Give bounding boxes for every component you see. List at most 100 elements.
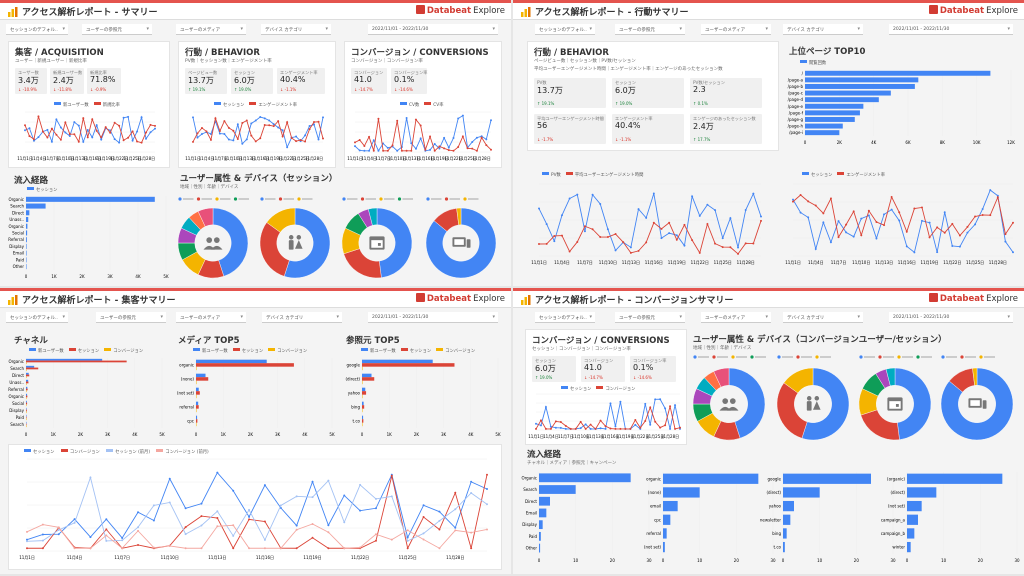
top10-bar-chart: 0 2K 4K 6K 8K 10K 12K //page-a/page-b/page-c/pa… [788, 70, 1015, 145]
filter-medium-dropdown[interactable]: ユーザーのメディア [176, 24, 246, 35]
data-point [200, 515, 203, 518]
x-tick-label: 4K [132, 432, 138, 437]
data-point [131, 139, 134, 142]
device-donut-chart [425, 197, 497, 279]
media-legend: 新ユーザー数 セッション コンバージョン [188, 348, 307, 354]
x-tick-label: 0 [361, 432, 364, 437]
data-point [471, 140, 474, 143]
data-point [544, 427, 547, 430]
bar [362, 366, 363, 371]
category-label: email [650, 504, 661, 509]
legend-label-placeholder [220, 198, 231, 200]
data-point [236, 137, 239, 140]
data-point [452, 137, 455, 140]
data-point [149, 131, 152, 134]
conversion-card: コンバージョン / CONVERSIONS コンバージョン｜コンバージョン率 コ… [344, 41, 502, 168]
x-tick-label: 11月7日 [831, 260, 847, 265]
data-point [829, 197, 832, 200]
data-point [82, 140, 85, 143]
data-point [232, 524, 235, 527]
data-point [981, 207, 984, 210]
legend-label-placeholder [384, 198, 395, 200]
data-point [248, 518, 251, 521]
data-point [691, 195, 694, 198]
data-point [480, 136, 483, 139]
filter-source-dropdown[interactable]: ユーザーの参照元 [615, 24, 685, 35]
data-point [137, 526, 140, 529]
filter-device-dropdown[interactable]: デバイス カテゴリ [261, 24, 331, 35]
x-tick-label: 11月13日 [402, 156, 420, 161]
filter-medium-dropdown[interactable]: ユーザーのメディア [176, 312, 246, 323]
bar [196, 359, 267, 364]
bar [26, 416, 27, 419]
data-point [127, 115, 130, 118]
date-range-picker[interactable]: 2022/11/01 - 2022/11/30 [889, 312, 1013, 323]
bar [663, 500, 678, 512]
data-point [419, 124, 422, 127]
donut-slice [283, 207, 331, 279]
filter-device-dropdown[interactable]: デバイス カテゴリ [262, 312, 342, 323]
filter-source-dropdown[interactable]: ユーザーの参照元 [96, 312, 166, 323]
data-point [372, 149, 375, 152]
demographics-sub: 地域｜性別｜年齢｜デバイス [180, 185, 239, 190]
data-point [263, 124, 266, 127]
legend-dot [693, 355, 697, 359]
x-tick-label: 2K [837, 140, 843, 145]
data-point [32, 138, 35, 141]
filter-device-dropdown[interactable]: デバイス カテゴリ [783, 312, 863, 323]
filter-source-dropdown[interactable]: ユーザーの参照元 [82, 24, 152, 35]
filter-device-dropdown[interactable]: デバイス カテゴリ [783, 24, 863, 35]
data-point [438, 510, 441, 513]
data-point [216, 510, 219, 513]
data-point [64, 131, 67, 134]
filter-channel-dropdown[interactable]: セッションのデフォル.. [6, 312, 68, 323]
data-point [152, 504, 155, 507]
bar [362, 363, 455, 367]
legend-label-placeholder [984, 356, 995, 358]
data-point [311, 536, 314, 539]
filter-channel-dropdown[interactable]: セッションのデフォル.. [535, 312, 595, 323]
data-point [447, 149, 450, 152]
data-point [304, 134, 307, 137]
series-line [538, 192, 762, 252]
data-point [250, 134, 253, 137]
x-tick-label: 0 [662, 558, 665, 563]
date-range-picker[interactable]: 2022/11/01 - 2022/11/30 [368, 24, 498, 35]
data-point [73, 547, 76, 550]
legend-label-placeholder [365, 198, 376, 200]
data-point [91, 118, 94, 121]
filter-channel-dropdown[interactable]: セッションのデフォル.. [535, 24, 595, 35]
data-point [259, 116, 262, 119]
age-donut-chart [858, 355, 932, 441]
filter-medium-dropdown[interactable]: ユーザーのメディア [701, 312, 771, 323]
filter-medium-dropdown[interactable]: ユーザーのメディア [701, 24, 771, 35]
legend-label-placeholder [755, 356, 766, 358]
kpi-pageviews: ページビュー数 13.7万 ↑ 19.1% [185, 68, 227, 94]
x-tick-label: 10 [941, 558, 947, 563]
bar [196, 394, 197, 399]
x-tick-label: 11月28日 [737, 260, 755, 265]
data-point [466, 147, 469, 150]
x-tick-label: 0 [25, 432, 28, 437]
filter-channel-dropdown[interactable]: セッションのデフォル.. [6, 24, 68, 35]
x-tick-label: 11月25日 [123, 156, 141, 161]
date-range-picker[interactable]: 2022/11/01 - 2022/11/30 [368, 312, 498, 323]
data-point [354, 145, 356, 148]
x-tick-label: 5K [163, 274, 169, 279]
data-point [24, 124, 26, 127]
data-point [89, 476, 92, 479]
series-line [26, 523, 488, 549]
legend-label-placeholder [801, 356, 812, 358]
filter-source-dropdown[interactable]: ユーザーの参照元 [615, 312, 685, 323]
data-point [792, 198, 794, 201]
donut-slice [776, 382, 808, 439]
data-point [475, 149, 478, 152]
data-point [583, 230, 586, 233]
data-point [845, 223, 848, 226]
data-point [928, 236, 931, 239]
legend-label-placeholder [468, 198, 479, 200]
category-label: Organic [8, 394, 24, 399]
date-range-picker[interactable]: 2022/11/01 - 2022/11/30 [889, 24, 1013, 35]
session-legend: セッション エンゲージメント率 [797, 172, 885, 178]
data-point [461, 114, 464, 117]
